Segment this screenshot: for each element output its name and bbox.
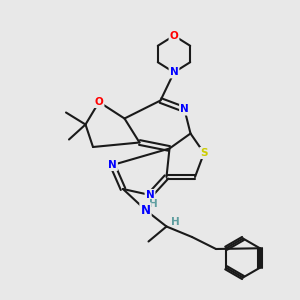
Text: O: O bbox=[94, 97, 103, 107]
Text: H: H bbox=[171, 217, 180, 227]
Text: N: N bbox=[108, 160, 117, 170]
Text: N: N bbox=[169, 68, 178, 77]
Text: H: H bbox=[148, 199, 158, 209]
Text: N: N bbox=[140, 203, 151, 217]
Text: N: N bbox=[180, 104, 189, 115]
Text: S: S bbox=[200, 148, 208, 158]
Text: O: O bbox=[169, 31, 178, 40]
Text: N: N bbox=[146, 190, 154, 200]
